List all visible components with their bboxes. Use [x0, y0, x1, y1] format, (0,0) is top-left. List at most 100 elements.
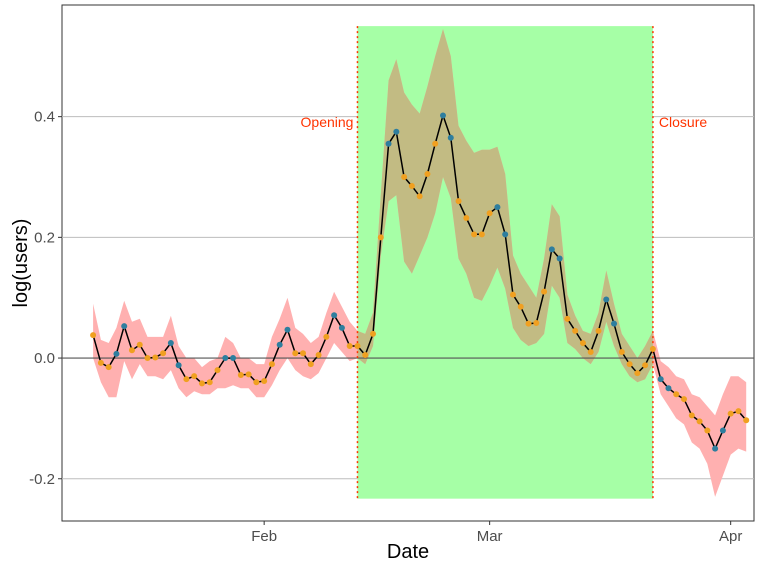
data-point [136, 341, 143, 348]
data-point [681, 396, 688, 403]
data-point [346, 342, 353, 349]
data-point [719, 427, 726, 434]
data-point [704, 427, 711, 434]
data-point [113, 350, 120, 357]
data-point [167, 339, 174, 346]
x-axis: Feb Mar Apr [251, 521, 742, 545]
data-point [191, 373, 198, 380]
data-point [408, 183, 415, 190]
data-point [579, 339, 586, 346]
y-tick-label: -0.2 [29, 471, 55, 488]
data-point [432, 140, 439, 147]
data-point [587, 349, 594, 356]
data-point [245, 371, 252, 378]
data-point [284, 326, 291, 333]
data-point [377, 234, 384, 241]
data-point [175, 362, 182, 369]
data-point [144, 355, 151, 362]
event-label: Opening [301, 114, 354, 130]
data-point [735, 408, 742, 415]
ci-band-overlap [357, 29, 653, 383]
data-point [533, 320, 540, 327]
data-point [634, 370, 641, 377]
x-tick-label: Apr [719, 528, 742, 545]
data-point [230, 355, 237, 362]
data-point [626, 361, 633, 368]
data-point [673, 391, 680, 398]
data-point [642, 362, 649, 369]
data-point [90, 332, 97, 339]
event-label: Closure [659, 114, 707, 130]
series-points [90, 112, 750, 452]
data-point [253, 379, 260, 386]
y-tick-label: 0.0 [34, 350, 55, 367]
data-point [463, 215, 470, 222]
data-point [261, 377, 268, 384]
x-axis-title: Date [387, 541, 429, 563]
data-point [354, 342, 361, 349]
data-point [517, 303, 524, 310]
data-point [385, 140, 392, 147]
event-lines: Opening Closure [301, 26, 707, 499]
data-point [618, 349, 625, 356]
data-point [603, 296, 610, 303]
data-point [556, 255, 563, 262]
data-point [160, 350, 167, 357]
data-point [424, 170, 431, 177]
data-point [509, 291, 516, 298]
data-point [128, 347, 135, 354]
data-point [525, 320, 532, 327]
data-point [649, 346, 656, 352]
data-point [478, 231, 485, 238]
data-point [206, 379, 213, 386]
y-tick-label: 0.4 [34, 109, 55, 126]
data-point [237, 371, 244, 378]
data-point [548, 246, 555, 253]
data-point [743, 417, 750, 424]
y-axis: -0.2 0.0 0.2 0.4 [29, 109, 62, 488]
y-tick-label: 0.2 [34, 229, 55, 246]
data-point [657, 376, 664, 383]
data-point [688, 412, 695, 419]
data-point [121, 323, 128, 330]
data-point [564, 315, 571, 322]
data-point [300, 350, 307, 357]
data-point [292, 350, 299, 357]
data-point [315, 352, 322, 359]
data-point [183, 376, 190, 383]
data-point [696, 418, 703, 425]
data-point [455, 198, 462, 205]
data-point [486, 210, 493, 217]
data-point [338, 324, 345, 331]
x-tick-label: Mar [477, 528, 503, 545]
data-point [222, 355, 229, 362]
data-point [97, 359, 104, 366]
data-point [393, 128, 400, 135]
data-point [105, 364, 112, 371]
data-point [307, 361, 314, 368]
data-point [595, 327, 602, 334]
data-point [331, 312, 338, 319]
data-point [214, 367, 221, 374]
data-point [494, 204, 501, 211]
data-point [401, 174, 408, 180]
data-point [471, 231, 478, 238]
data-point [665, 385, 672, 392]
data-point [727, 410, 734, 417]
data-point [611, 320, 618, 327]
data-point [323, 333, 330, 340]
data-point [370, 330, 377, 337]
data-point [152, 354, 159, 361]
data-point [447, 134, 454, 141]
data-point [268, 361, 275, 368]
data-point [362, 352, 369, 359]
data-point [416, 193, 423, 200]
data-point [439, 112, 446, 119]
data-point [198, 380, 205, 387]
data-point [541, 288, 548, 295]
data-point [276, 341, 283, 348]
y-axis-title: log(users) [10, 219, 32, 308]
data-point [502, 231, 509, 238]
data-point [572, 327, 579, 334]
